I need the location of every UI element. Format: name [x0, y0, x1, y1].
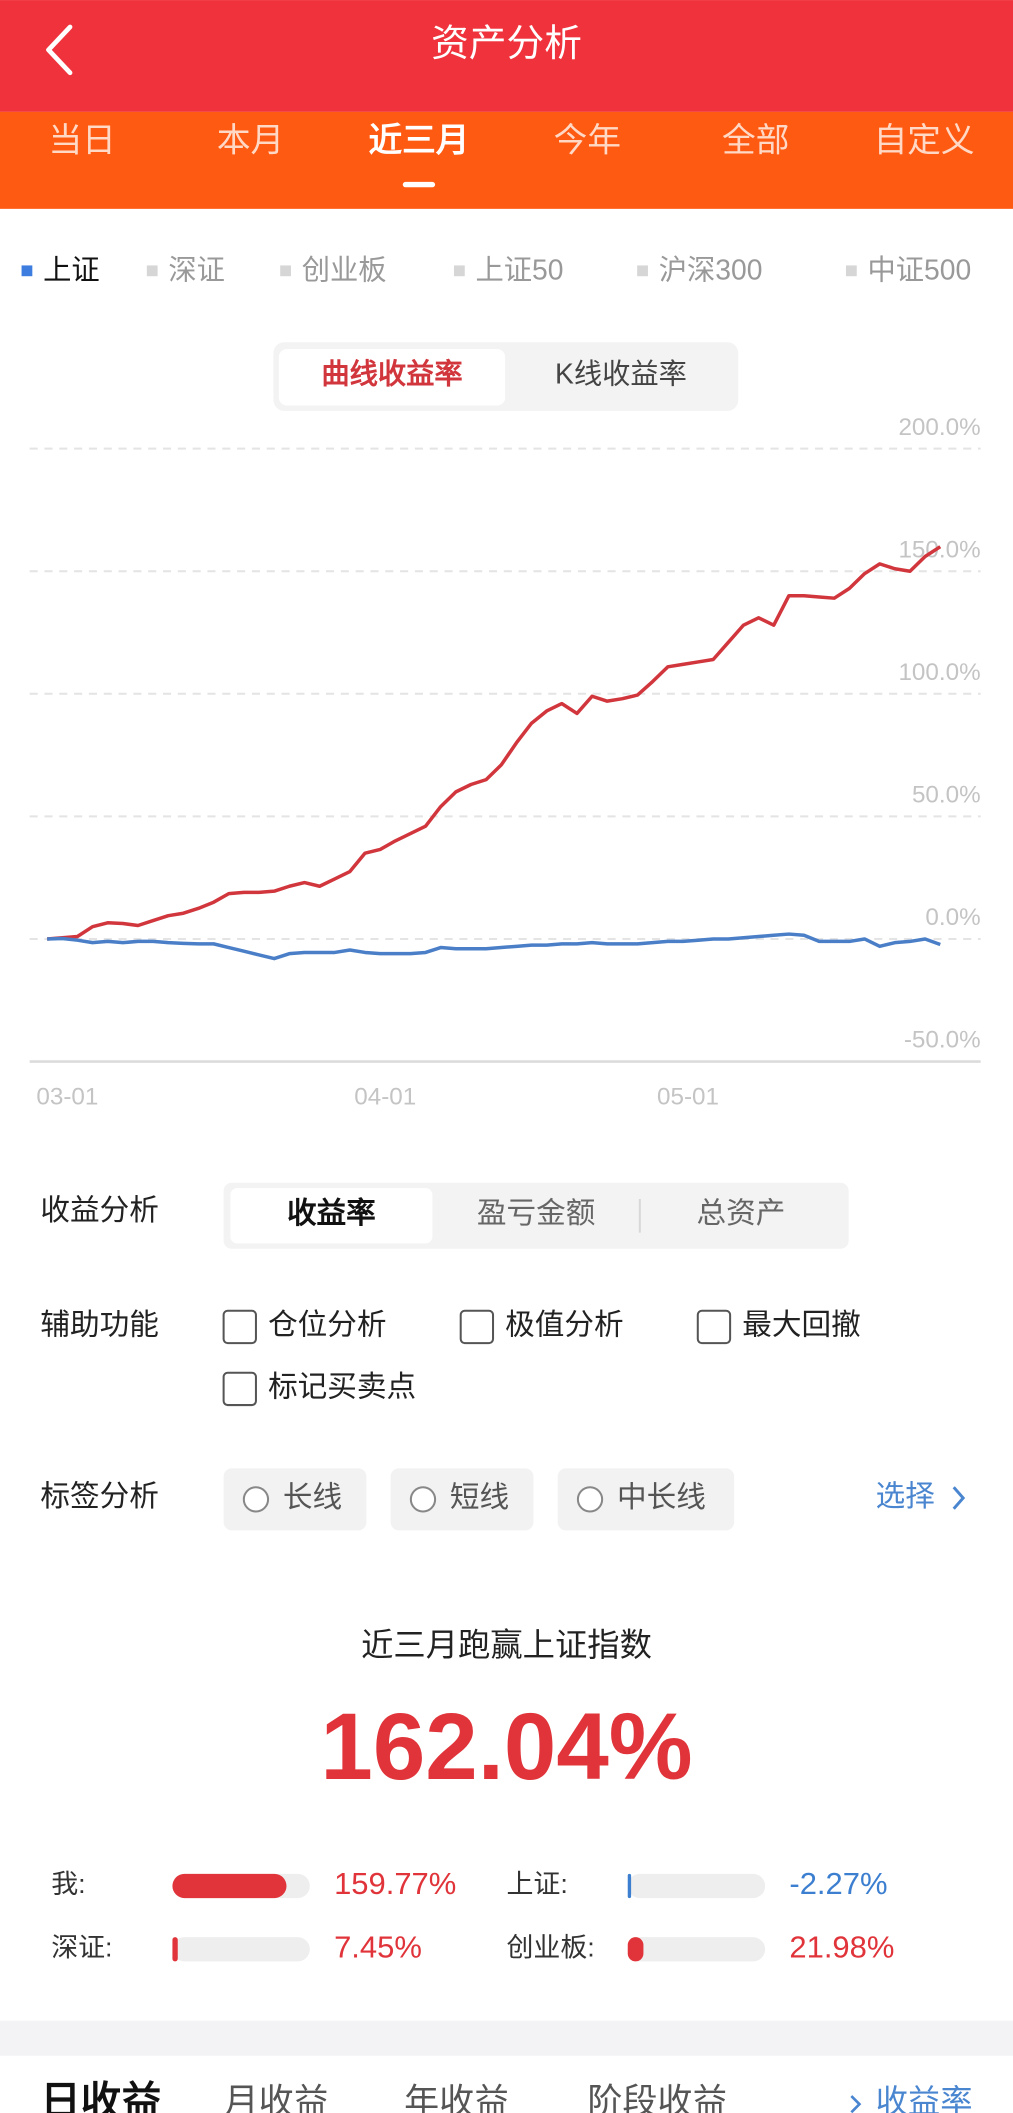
- period-tab[interactable]: 当日: [49, 122, 116, 160]
- bottom-link[interactable]: 收益率: [876, 2084, 973, 2113]
- compare-bar: [172, 1937, 178, 1962]
- index-tab[interactable]: 创业板: [302, 254, 387, 286]
- analysis-option[interactable]: 收益率: [287, 1197, 376, 1230]
- period-tab[interactable]: 自定义: [874, 122, 975, 160]
- back-button[interactable]: [46, 24, 73, 76]
- select-link[interactable]: 选择: [876, 1480, 935, 1513]
- index-marker: [845, 265, 857, 277]
- summary-value: 162.04%: [320, 1694, 692, 1799]
- analysis-label: 收益分析: [40, 1194, 159, 1227]
- compare-name: 深证:: [51, 1932, 112, 1962]
- radio: [242, 1486, 270, 1513]
- checkbox-label: 最大回撤: [742, 1309, 860, 1342]
- checkbox[interactable]: [696, 1309, 732, 1345]
- y-tick-label: 200.0%: [898, 414, 980, 441]
- bottom-tab[interactable]: 日收益: [40, 2078, 161, 2113]
- checkbox-label: 极值分析: [505, 1309, 624, 1342]
- compare-value: 7.45%: [334, 1929, 422, 1964]
- tag-label: 长线: [283, 1481, 342, 1514]
- checkbox[interactable]: [222, 1309, 257, 1345]
- period-tab[interactable]: 近三月: [368, 122, 469, 160]
- summary-title: 近三月跑赢上证指数: [361, 1627, 652, 1663]
- checkbox-label: 仓位分析: [268, 1309, 386, 1342]
- x-tick-label: 03-01: [36, 1083, 98, 1110]
- checkbox[interactable]: [459, 1309, 495, 1345]
- compare-name: 创业板:: [507, 1932, 595, 1962]
- analysis-selected: [230, 1188, 433, 1244]
- y-tick-label: 150.0%: [898, 536, 980, 563]
- tag-label: 中长线: [617, 1481, 706, 1514]
- y-tick-label: 0.0%: [925, 904, 980, 931]
- compare-name: 我:: [51, 1869, 85, 1899]
- compare-track: [172, 1937, 310, 1962]
- compare-bar: [627, 1873, 632, 1899]
- index-marker: [453, 265, 465, 277]
- checkbox[interactable]: [222, 1371, 257, 1407]
- checkbox-label: 标记买卖点: [268, 1371, 416, 1404]
- index-marker: [146, 265, 158, 277]
- index-tab[interactable]: 深证: [168, 254, 225, 286]
- y-tick-label: 50.0%: [912, 782, 981, 809]
- bottom-tab[interactable]: 月收益: [224, 2082, 329, 2113]
- period-bar: [0, 111, 1013, 209]
- separator: [0, 2020, 1013, 2056]
- period-tab[interactable]: 全部: [722, 122, 789, 160]
- tag-pill[interactable]: [390, 1468, 534, 1531]
- compare-track: [627, 1937, 766, 1962]
- period-tab[interactable]: 今年: [554, 122, 621, 160]
- series-line: [47, 932, 941, 961]
- index-marker: [21, 265, 33, 277]
- x-tick-label: 04-01: [354, 1083, 416, 1110]
- mode-option[interactable]: 曲线收益率: [321, 357, 462, 389]
- header-bar: [0, 0, 1013, 112]
- radio: [576, 1486, 604, 1513]
- aux-label: 辅助功能: [40, 1309, 159, 1342]
- compare-bar: [172, 1873, 287, 1899]
- tag-pill[interactable]: [223, 1468, 367, 1531]
- compare-bar: [627, 1937, 644, 1962]
- index-tab[interactable]: 上证: [43, 254, 100, 286]
- bottom-tab[interactable]: 阶段收益: [587, 2082, 727, 2113]
- link-arrow: [850, 2095, 862, 2113]
- series-line: [47, 545, 942, 941]
- compare-track: [627, 1873, 766, 1899]
- index-tab[interactable]: 中证500: [868, 254, 972, 286]
- index-tab[interactable]: 上证50: [476, 254, 564, 286]
- compare-value: -2.27%: [789, 1866, 887, 1901]
- analysis-option[interactable]: 盈亏金额: [477, 1197, 596, 1230]
- x-tick-label: 05-01: [657, 1083, 719, 1110]
- chevron: [952, 1486, 966, 1510]
- page-title: 资产分析: [431, 22, 582, 64]
- y-tick-label: -50.0%: [904, 1027, 981, 1054]
- compare-value: 159.77%: [334, 1866, 456, 1901]
- compare-value: 21.98%: [789, 1929, 894, 1964]
- tag-pill[interactable]: [557, 1468, 735, 1531]
- mode-option[interactable]: K线收益率: [555, 357, 687, 389]
- tag-label: 短线: [450, 1481, 509, 1514]
- radio: [409, 1486, 437, 1513]
- tab-indicator: [402, 181, 436, 188]
- index-marker: [637, 265, 648, 277]
- period-tab[interactable]: 本月: [217, 122, 284, 160]
- index-marker: [280, 265, 291, 277]
- tags-label: 标签分析: [40, 1480, 159, 1513]
- index-tab[interactable]: 沪深300: [659, 254, 763, 286]
- mode-selected: [278, 348, 506, 406]
- compare-name: 上证:: [507, 1869, 568, 1899]
- analysis-option[interactable]: 总资产: [696, 1197, 785, 1230]
- y-tick-label: 100.0%: [898, 659, 980, 686]
- bottom-tab[interactable]: 年收益: [404, 2082, 509, 2113]
